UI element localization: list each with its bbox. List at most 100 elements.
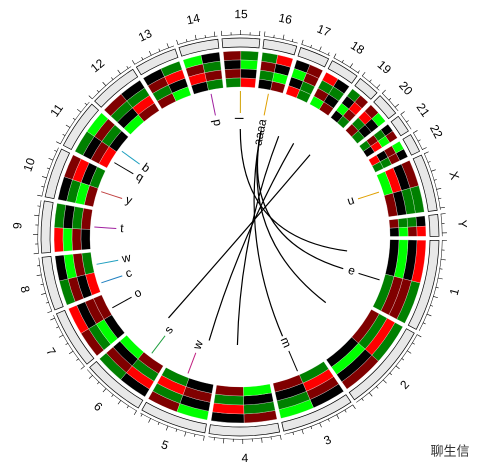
axis-tick [117, 69, 121, 75]
link [208, 142, 295, 341]
chromosome-label: 4 [241, 451, 248, 465]
label-connector [263, 93, 269, 116]
axis-tick [319, 46, 322, 52]
axis-tick [126, 405, 129, 409]
axis-arc [362, 75, 380, 91]
axis-tick [37, 194, 43, 197]
heatmap-separator [343, 102, 371, 130]
axis-tick [417, 139, 421, 142]
axis-tick [264, 31, 266, 37]
axis-tick [158, 48, 161, 52]
axis-tick [327, 418, 330, 422]
axis-tick [388, 98, 392, 101]
ideogram [407, 239, 440, 330]
axis-tick [292, 431, 294, 435]
axis-tick [381, 89, 386, 94]
axis-tick [80, 365, 85, 370]
ideogram [141, 401, 207, 434]
heatmap-separator [371, 307, 405, 326]
chromosome-label: 22 [427, 122, 446, 141]
axis-tick [203, 435, 205, 441]
heatmap-cell [224, 68, 241, 79]
axis-tick [111, 77, 114, 80]
axis-tick [194, 34, 197, 40]
axis-tick [376, 84, 381, 89]
axis-tick [349, 63, 354, 68]
axis-tick [310, 44, 312, 48]
axis-tick [131, 60, 136, 65]
ideogram [178, 38, 220, 57]
heatmap-cell [81, 207, 93, 230]
label-connector [96, 259, 119, 265]
label-connector [94, 226, 117, 230]
heatmap-separator [220, 51, 226, 88]
ideogram [40, 200, 54, 254]
heatmap-cell [326, 336, 359, 368]
axis-tick [56, 326, 60, 329]
label-connector [121, 150, 140, 165]
ideogram [62, 103, 100, 150]
axis-tick [341, 59, 344, 63]
heatmap-separator [208, 384, 216, 421]
chromosome-label: 10 [20, 156, 38, 173]
gene-label: o [131, 285, 144, 301]
axis-tick [382, 379, 387, 384]
axis-arc [221, 34, 261, 37]
chromosome-label: 5 [159, 437, 170, 453]
axis-tick [194, 433, 196, 437]
gene-label: t [120, 221, 125, 235]
heatmap-cell [240, 77, 257, 88]
gene-label: s [161, 323, 176, 336]
axis-tick [435, 286, 439, 289]
heatmap-cell [89, 166, 106, 189]
axis-tick [430, 169, 436, 172]
axis-tick [336, 414, 340, 419]
heatmap-separator [328, 87, 352, 118]
ideogram [41, 256, 64, 311]
gene-label: aaaa [250, 117, 269, 146]
ideogram [89, 360, 144, 409]
axis-tick [439, 206, 445, 209]
axis-tick [148, 418, 151, 423]
axis-tick [157, 422, 160, 426]
axis-tick [375, 386, 379, 389]
heatmap-separator [67, 292, 102, 308]
axis-tick [421, 147, 427, 150]
heatmap-cell [240, 50, 259, 62]
chromosome-label: 16 [277, 11, 293, 27]
heatmap-cell [389, 227, 400, 237]
heatmap-separator [307, 71, 326, 104]
chromosome-label: 11 [47, 101, 66, 119]
chromosome-label: 8 [18, 284, 33, 294]
gene-label: u [345, 193, 356, 208]
chromosome-label: 17 [315, 22, 333, 40]
heatmap-cell [71, 228, 82, 251]
ideogram [281, 394, 352, 432]
axis-tick [416, 334, 422, 338]
axis-tick [36, 274, 42, 277]
heatmap-separator [357, 122, 388, 146]
axis-tick [140, 413, 143, 417]
axis-tick [327, 52, 330, 56]
axis-tick [433, 295, 438, 299]
chromosome-label: 12 [88, 56, 107, 76]
gene-label: w [120, 250, 132, 266]
axis-tick [279, 434, 282, 440]
axis-tick [430, 304, 434, 307]
axis-tick [56, 141, 61, 145]
label-connector [288, 350, 298, 372]
heatmap-separator [388, 213, 425, 220]
watermark: 聊生信 [430, 443, 469, 458]
axis-tick [261, 437, 263, 443]
axis-tick [65, 342, 69, 345]
axis-tick [54, 149, 58, 152]
ideogram [412, 154, 438, 212]
heatmap-separator [145, 366, 166, 399]
axis-tick [394, 103, 399, 108]
axis-tick [433, 179, 437, 181]
axis-tick [437, 277, 443, 280]
axis-tick [41, 185, 45, 188]
axis-tick [426, 313, 432, 317]
axis-tick [133, 410, 137, 416]
axis-tick [401, 358, 405, 361]
